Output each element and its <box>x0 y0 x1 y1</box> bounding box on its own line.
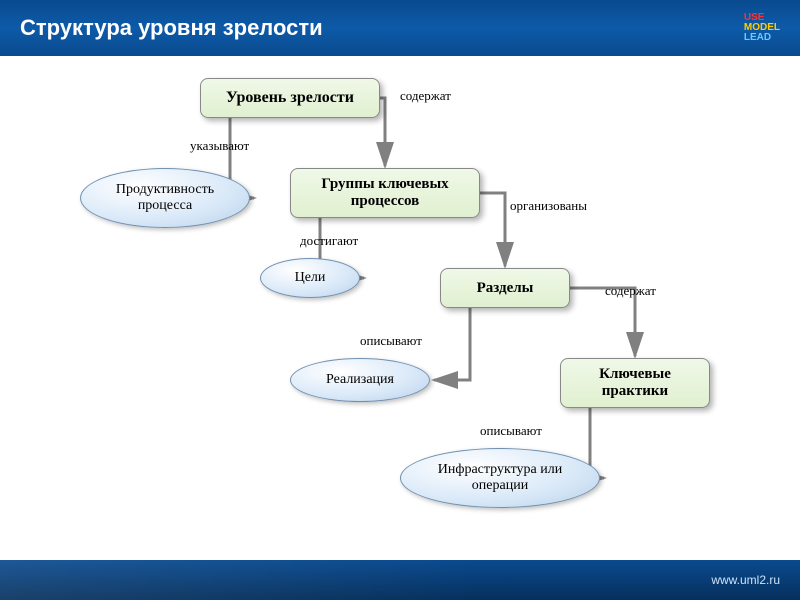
edge-label-n3-n4: достигают <box>300 233 358 249</box>
node-n6: Реализация <box>290 358 430 402</box>
slide-header: Структура уровня зрелости USE MODEL LEAD <box>0 0 800 58</box>
diagram-canvas: Уровень зрелости Продуктивность процесса Г… <box>0 58 800 558</box>
edge-n5-n6 <box>434 308 470 380</box>
edge-label-n5-n7: содержат <box>605 283 656 299</box>
edge-n1-n3 <box>380 98 385 166</box>
edge-label-n1-n3: содержат <box>400 88 451 104</box>
node-n5: Разделы <box>440 268 570 308</box>
logo-lead: LEAD <box>744 33 780 43</box>
slide-footer: www.uml2.ru <box>0 558 800 600</box>
node-n1: Уровень зрелости <box>200 78 380 118</box>
edge-label-n3-n5: организованы <box>510 198 587 214</box>
node-n3: Группы ключевых процессов <box>290 168 480 218</box>
node-n8: Инфраструктура или операции <box>400 448 600 508</box>
node-n7: Ключевые практики <box>560 358 710 408</box>
node-n2: Продуктивность процесса <box>80 168 250 228</box>
edge-label-n7-n8: описывают <box>480 423 542 439</box>
footer-url: www.uml2.ru <box>711 573 780 587</box>
edge-n3-n5 <box>480 193 505 266</box>
node-n4: Цели <box>260 258 360 298</box>
arrows-layer <box>0 58 800 558</box>
logo: USE MODEL LEAD <box>744 13 780 43</box>
page-title: Структура уровня зрелости <box>20 15 323 41</box>
edge-label-n1-n2: указывают <box>190 138 249 154</box>
logo-stack: USE MODEL LEAD <box>744 13 780 43</box>
edge-label-n5-n6: описывают <box>360 333 422 349</box>
footer-bg <box>0 560 480 600</box>
